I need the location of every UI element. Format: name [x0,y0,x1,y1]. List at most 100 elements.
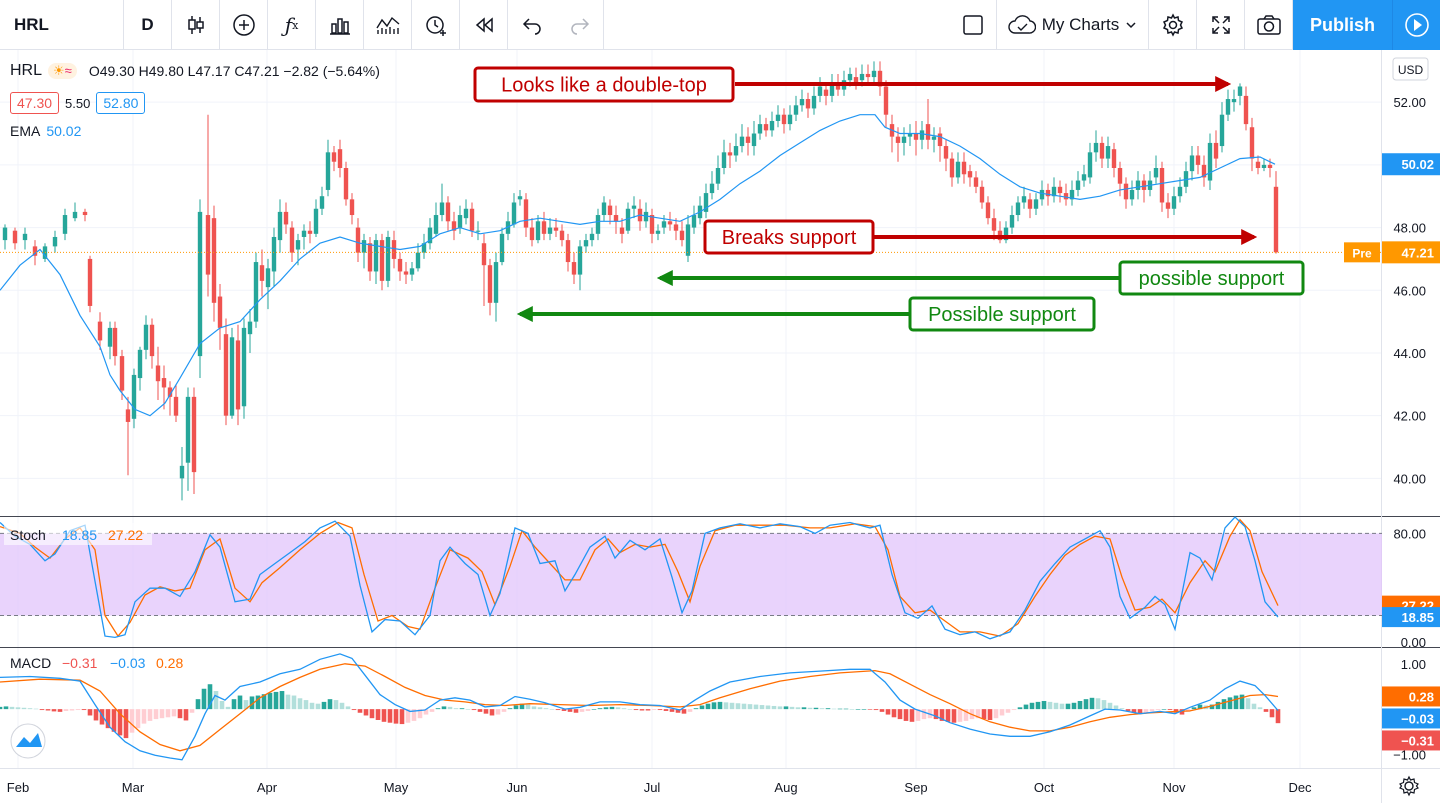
candle [811,86,817,115]
candle [511,193,517,228]
candle-body [553,227,559,231]
tv-logo[interactable] [10,723,46,759]
redo-icon[interactable] [556,0,604,50]
candle-style-icon[interactable] [172,0,220,50]
candle-body [343,168,349,200]
macd-histogram-bar [981,709,987,720]
price-tick-label: 42.00 [1393,409,1426,424]
candle-body [571,262,577,275]
camera-snapshot-icon[interactable] [1245,0,1293,50]
candle [1003,221,1009,244]
candle [433,202,439,237]
macd-legend-signal: 0.28 [156,655,183,671]
double-top-annotation-label: Looks like a double-top [501,75,707,97]
macd-histogram-bar [357,709,363,713]
macd-histogram-bar [621,708,627,710]
candle [547,218,553,241]
candle [925,99,931,150]
macd-histogram-bar [423,709,429,715]
candle [721,139,727,175]
interval-button[interactable]: D [124,0,172,50]
my-charts-button[interactable]: My Charts [997,0,1149,50]
candle [1237,83,1243,106]
macd-histogram-bar [783,706,789,710]
macd-histogram-bar [903,709,909,721]
macd-histogram-bar [999,709,1005,716]
chart-canvas[interactable]: Stoch 18.85 27.22 MACD −0.31 −0.03 0.28 52.00… [0,50,1440,803]
candle [799,89,805,112]
stoch-tick-label: 80.00 [1393,526,1426,541]
candle [1159,161,1165,212]
candle [313,199,319,237]
settings-gear-icon[interactable] [1149,0,1197,50]
financials-icon[interactable] [316,0,364,50]
candle-body [607,205,613,216]
fullscreen-icon[interactable] [1197,0,1245,50]
macd-value-tag [1382,730,1440,751]
currency-label: USD [1398,63,1424,77]
candle [1261,158,1267,172]
candle-body [1003,227,1009,241]
axis-settings-gear-icon[interactable] [1399,775,1419,797]
play-icon[interactable] [1393,0,1440,50]
candle-body [1153,168,1159,178]
candle [439,183,445,222]
candle-body [511,202,517,225]
macd-histogram-bar [489,709,495,716]
macd-histogram-bar [1095,698,1101,710]
candle [1033,193,1039,216]
macd-histogram-bar [645,709,651,711]
macd-histogram-bar [933,709,939,720]
candle [559,224,565,247]
macd-histogram-bar [861,709,867,710]
candle [131,368,137,429]
ask-price[interactable]: 52.80 [96,92,146,114]
candle [1027,193,1033,219]
macd-histogram-bar [627,709,633,710]
stoch-legend-bg [4,523,152,545]
macd-histogram-bar [525,704,531,710]
macd-histogram-bar [177,709,183,719]
macd-legend-macd: −0.03 [110,655,146,671]
macd-histogram-bar [129,709,135,733]
candle [137,346,143,391]
candle [22,227,28,250]
candle-body [331,152,337,162]
candle [247,309,253,353]
candle [919,120,925,150]
candle-body [421,243,427,253]
spread-value: 5.50 [65,95,91,111]
annotations[interactable]: Looks like a double-top Breaks support pos… [473,66,1305,332]
candle [112,321,118,366]
candle [727,142,733,168]
templates-icon[interactable] [364,0,412,50]
macd-histogram-bar [1269,709,1275,718]
compare-plus-icon[interactable] [220,0,268,50]
candle [631,196,637,219]
macd-histogram-bar [1191,707,1197,710]
macd-histogram-bar [1197,704,1203,710]
cloud-check-icon [1008,15,1036,34]
publish-button[interactable]: Publish [1293,0,1393,50]
macd-histogram-bar [873,709,879,711]
candle-body [463,208,469,219]
replay-icon[interactable] [460,0,508,50]
alert-clock-icon[interactable] [412,0,460,50]
candle-body [185,396,191,463]
candle-body [523,199,529,228]
layout-square-icon[interactable] [949,0,997,50]
candle [1195,146,1201,175]
legend-symbol[interactable]: HRL [10,62,43,79]
candle-body [265,268,271,288]
macd-histogram-bar [435,708,441,710]
symbol-search[interactable]: HRL [0,0,124,50]
macd-histogram-bar [447,706,453,710]
undo-icon[interactable] [508,0,556,50]
candle-body [835,83,841,90]
price-axes: 52.0050.0048.0046.0044.0042.0040.00USD50… [1344,57,1440,762]
candle [259,249,265,297]
candle-body [119,356,125,391]
macd-histogram-bar [537,707,543,710]
bid-price[interactable]: 47.30 [10,92,60,114]
